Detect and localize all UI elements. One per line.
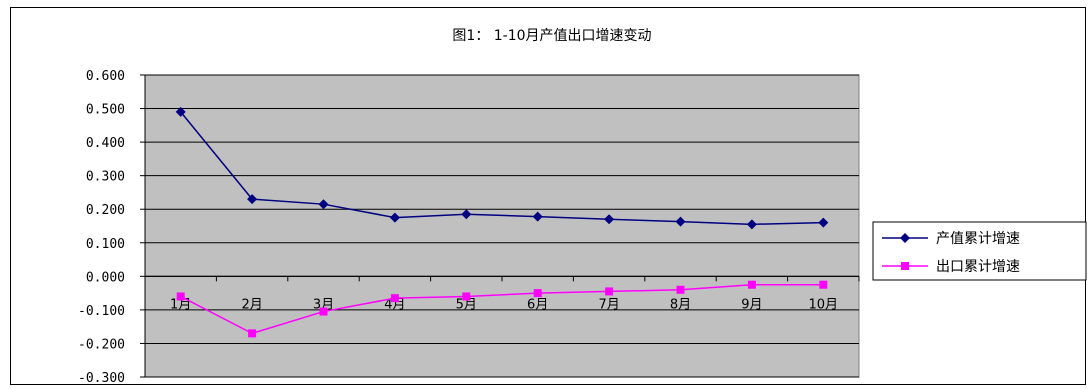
data-point bbox=[247, 194, 258, 205]
data-point bbox=[319, 307, 328, 316]
series-line-2 bbox=[180, 283, 824, 335]
data-point bbox=[676, 285, 685, 294]
data-point bbox=[461, 209, 472, 220]
legend-box bbox=[872, 221, 1087, 281]
data-point bbox=[462, 292, 471, 301]
x-axis: 1月 2月 3月 4月 5月 6月 7月 8月 9月 10月 bbox=[144, 275, 860, 312]
data-point bbox=[818, 217, 829, 228]
series-line-1 bbox=[180, 111, 824, 226]
y-tick-label: 0.000 bbox=[86, 270, 125, 285]
data-point bbox=[318, 199, 329, 210]
x-tick-label: 3月 bbox=[313, 297, 334, 312]
plot-area bbox=[144, 74, 860, 378]
data-point bbox=[175, 106, 186, 117]
y-tick-label: -0.100 bbox=[78, 304, 125, 319]
data-point bbox=[604, 214, 615, 225]
legend-marker bbox=[901, 262, 909, 270]
data-point bbox=[747, 280, 756, 289]
y-tick-label: 0.400 bbox=[86, 136, 125, 151]
data-point bbox=[532, 211, 543, 222]
data-point bbox=[390, 294, 399, 303]
y-tick-label: -0.300 bbox=[78, 371, 125, 386]
data-point bbox=[533, 289, 542, 298]
chart-title: 图1： 1-10月产值出口增速变动 bbox=[452, 28, 651, 44]
x-tick-label: 4月 bbox=[384, 297, 405, 312]
data-point bbox=[819, 280, 828, 289]
y-tick-label: 0.500 bbox=[86, 103, 125, 118]
y-tick-label: 0.200 bbox=[86, 203, 125, 218]
x-tick-label: 2月 bbox=[241, 297, 262, 312]
x-tick-label: 7月 bbox=[598, 297, 619, 312]
y-axis: 0.600 0.500 0.400 0.300 0.200 0.100 0.000 -0.10… bbox=[78, 69, 146, 386]
gridlines bbox=[145, 74, 859, 378]
x-tick-label: 6月 bbox=[527, 297, 548, 312]
legend-label: 产值累计增速 bbox=[936, 231, 1020, 247]
data-point bbox=[675, 216, 686, 227]
x-tick-label: 10月 bbox=[809, 297, 839, 312]
x-tick-label: 9月 bbox=[741, 297, 762, 312]
data-point bbox=[389, 212, 400, 223]
legend-label: 出口累计增速 bbox=[936, 259, 1020, 275]
y-tick-label: 0.300 bbox=[86, 170, 125, 185]
y-tick-label: 0.600 bbox=[86, 69, 125, 84]
series-layer bbox=[175, 106, 829, 338]
data-point bbox=[746, 219, 757, 230]
y-tick-label: -0.200 bbox=[78, 337, 125, 352]
legend-marker bbox=[900, 233, 910, 243]
x-tick-label: 8月 bbox=[670, 297, 691, 312]
data-point bbox=[605, 287, 614, 296]
x-tick-label: 1月 bbox=[170, 297, 191, 312]
data-point bbox=[176, 292, 185, 301]
data-point bbox=[248, 329, 257, 338]
y-tick-label: 0.100 bbox=[86, 237, 125, 252]
x-tick-label: 5月 bbox=[456, 297, 477, 312]
